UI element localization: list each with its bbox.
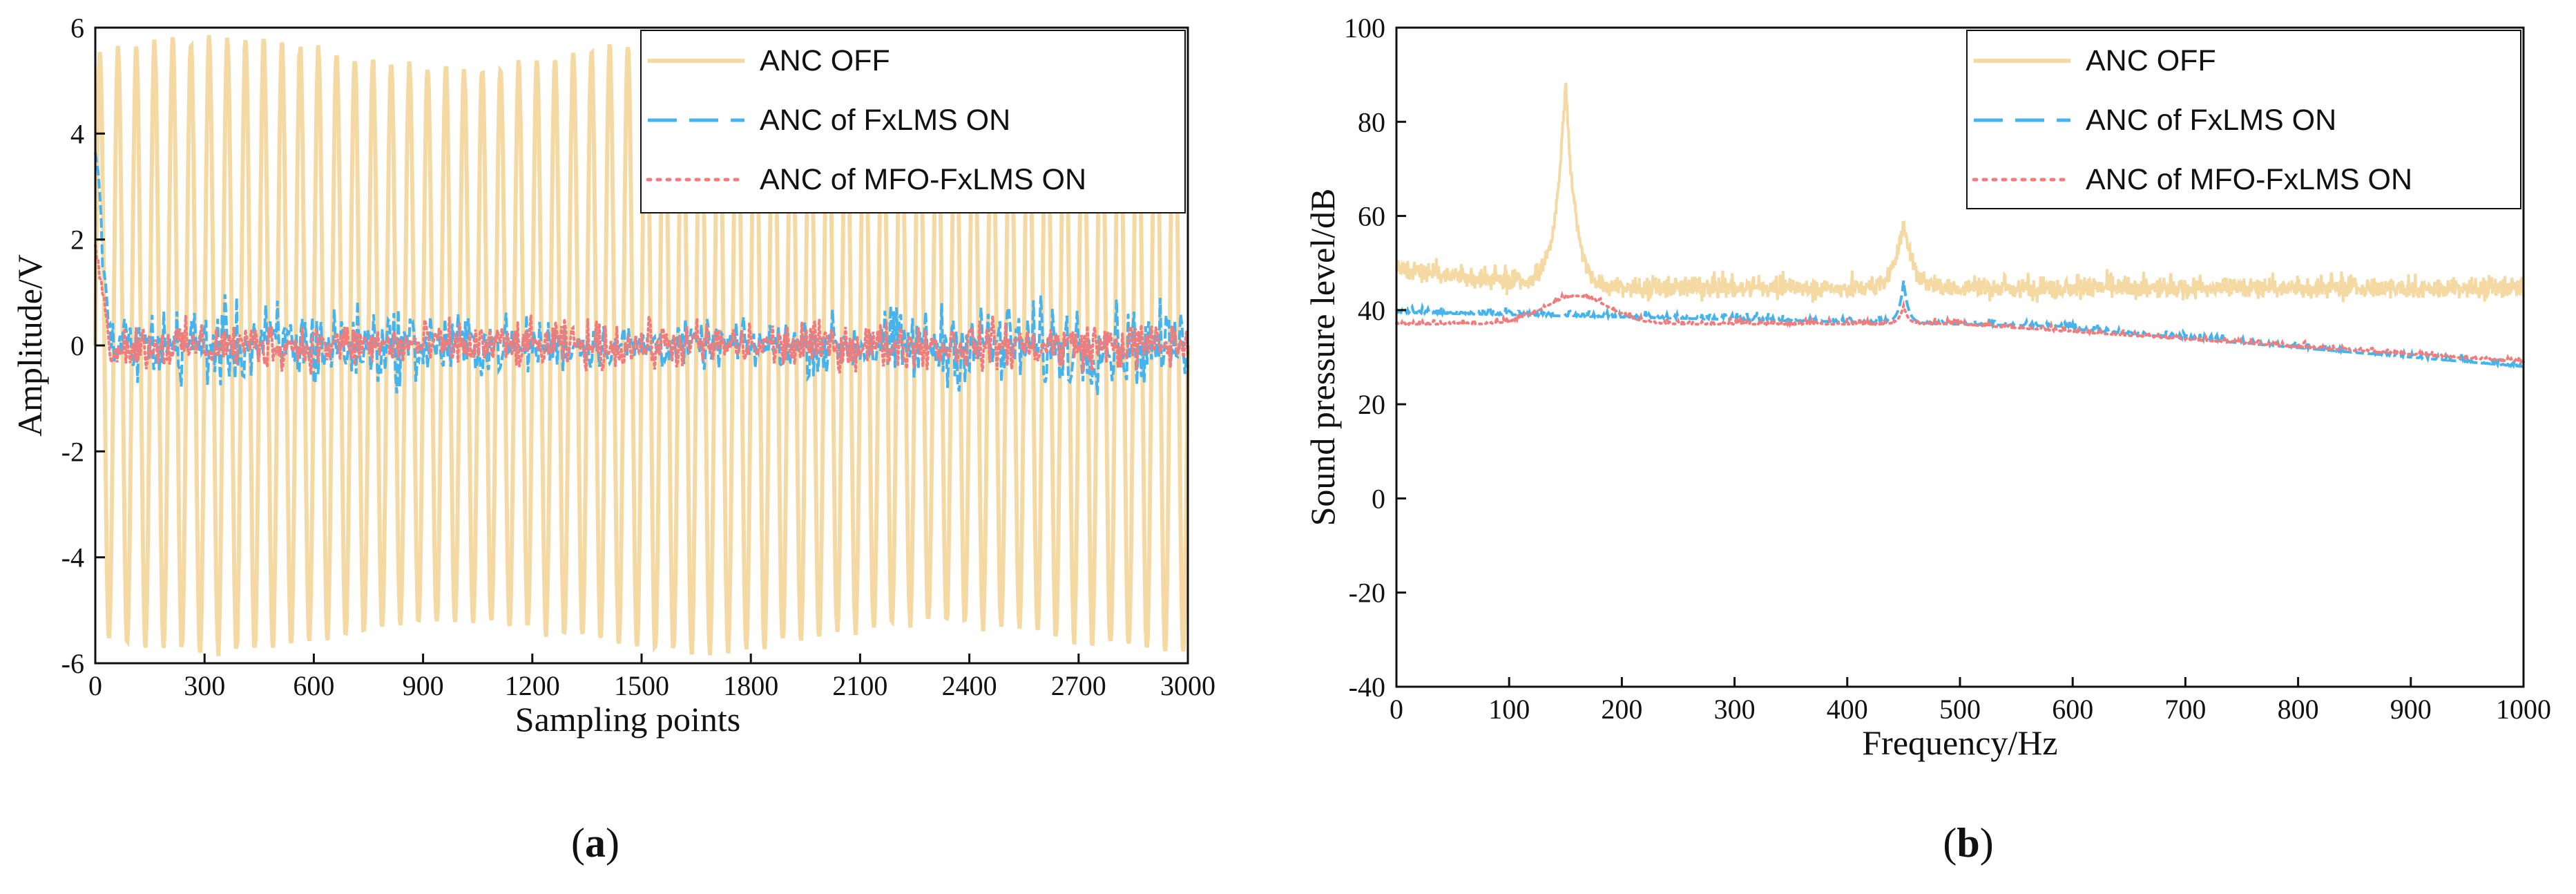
b-x-tick-label: 1000 bbox=[2496, 694, 2551, 725]
a-y-tick-label: -4 bbox=[61, 542, 84, 573]
panel-a: 0 300 600 900 1200 1500 1800 2100 2400 2700 3000 -6… bbox=[10, 12, 1215, 866]
a-y-tick-label: 6 bbox=[70, 12, 84, 44]
series-fxlms-on bbox=[1395, 280, 2524, 370]
panel-a-legend: ANC OFF ANC of FxLMS ON ANC of MFO-FxLMS… bbox=[640, 30, 1186, 213]
panel-b-legend-label-anc-off: ANC OFF bbox=[2086, 44, 2216, 77]
panel-b: 0 100 200 300 400 500 600 700 800 900 1000 -40 -20 0 2… bbox=[1303, 12, 2551, 866]
series-mfo-fxlms-on bbox=[1395, 290, 2525, 365]
a-x-tick-label: 300 bbox=[184, 670, 225, 701]
b-x-tick-label: 100 bbox=[1488, 694, 1530, 725]
b-x-tick-label: 400 bbox=[1827, 694, 1868, 725]
a-x-tick-label: 600 bbox=[293, 670, 334, 701]
b-x-tick-label: 900 bbox=[2390, 694, 2432, 725]
b-y-tick-label: -20 bbox=[1349, 578, 1385, 609]
panel-a-caption-label: (a) bbox=[571, 820, 619, 866]
b-x-tick-label: 800 bbox=[2278, 694, 2319, 725]
panel-a-legend-label-anc-off: ANC OFF bbox=[760, 44, 890, 77]
b-y-tick-label: -40 bbox=[1349, 672, 1385, 703]
b-x-tick-label: 0 bbox=[1390, 694, 1403, 725]
a-y-tick-label: -2 bbox=[61, 436, 84, 467]
a-x-tick-label: 0 bbox=[88, 670, 102, 701]
a-x-tick-label: 2400 bbox=[942, 670, 997, 701]
b-x-tick-label: 500 bbox=[1939, 694, 1981, 725]
panel-b-y-axis-label: Sound pressure level/dB bbox=[1303, 189, 1342, 526]
panel-b-legend-label-mfo-fxlms: ANC of MFO-FxLMS ON bbox=[2086, 163, 2412, 196]
a-x-tick-label: 1800 bbox=[723, 670, 778, 701]
panel-b-legend-label-fxlms: ANC of FxLMS ON bbox=[2086, 104, 2336, 137]
panel-a-x-axis-label: Sampling points bbox=[515, 700, 740, 739]
a-y-tick-label: 2 bbox=[70, 225, 84, 256]
a-x-tick-label: 1500 bbox=[614, 670, 669, 701]
panel-b-x-axis-label: Frequency/Hz bbox=[1862, 723, 2057, 762]
series-anc-off bbox=[1395, 82, 2525, 303]
b-y-tick-label: 20 bbox=[1358, 389, 1385, 420]
panel-a-legend-label-mfo-fxlms: ANC of MFO-FxLMS ON bbox=[760, 163, 1086, 196]
panel-b-series bbox=[1395, 82, 2525, 370]
panel-a-legend-label-fxlms: ANC of FxLMS ON bbox=[760, 104, 1010, 137]
a-x-tick-label: 900 bbox=[403, 670, 444, 701]
a-x-tick-label: 3000 bbox=[1160, 670, 1215, 701]
panel-a-series bbox=[93, 35, 1190, 656]
a-y-tick-label: 4 bbox=[70, 118, 84, 149]
b-x-tick-label: 700 bbox=[2164, 694, 2206, 725]
a-x-tick-label: 1200 bbox=[505, 670, 560, 701]
a-x-tick-label: 2100 bbox=[832, 670, 887, 701]
panel-a-y-axis-label: Amplitude/V bbox=[10, 254, 49, 437]
b-y-tick-label: 0 bbox=[1372, 483, 1385, 514]
b-x-tick-label: 600 bbox=[2052, 694, 2093, 725]
b-x-tick-label: 200 bbox=[1601, 694, 1642, 725]
panel-b-legend: ANC OFF ANC of FxLMS ON ANC of MFO-FxLMS… bbox=[1966, 30, 2521, 209]
a-x-tick-label: 2700 bbox=[1051, 670, 1106, 701]
b-y-tick-label: 60 bbox=[1358, 201, 1385, 232]
a-y-tick-label: -6 bbox=[61, 648, 84, 679]
a-y-tick-label: 0 bbox=[70, 330, 84, 361]
panel-b-ticks: 0 100 200 300 400 500 600 700 800 900 1000 -40 -20 0 2… bbox=[1344, 12, 2551, 725]
panel-a-ticks: 0 300 600 900 1200 1500 1800 2100 2400 2700 3000 -6… bbox=[61, 12, 1215, 701]
b-y-tick-label: 100 bbox=[1344, 12, 1385, 44]
b-y-tick-label: 80 bbox=[1358, 106, 1385, 137]
b-y-tick-label: 40 bbox=[1358, 295, 1385, 326]
panel-b-caption-label: (b) bbox=[1943, 820, 1993, 866]
b-x-tick-label: 300 bbox=[1714, 694, 1756, 725]
series-mfo-fxlms-on bbox=[94, 243, 1189, 374]
